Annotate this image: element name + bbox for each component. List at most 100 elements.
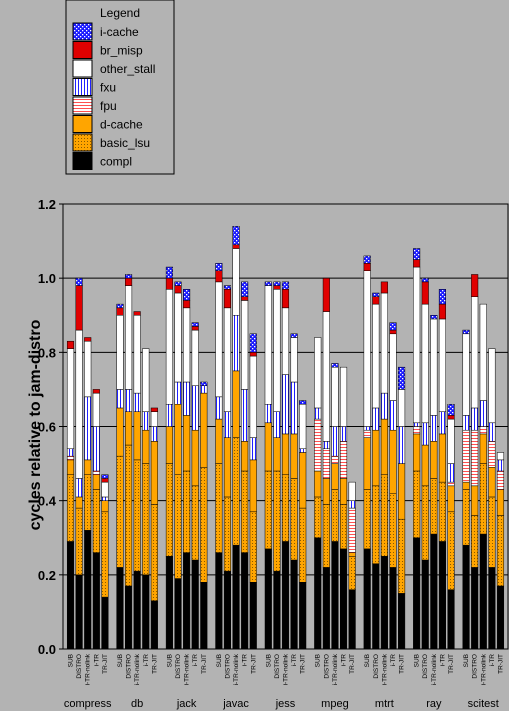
bar-segment-compl <box>133 570 141 650</box>
x-config-label: DISTRO <box>274 654 281 679</box>
bar-segment-fxu <box>339 426 348 442</box>
bar-segment-i-cache <box>372 292 380 297</box>
bar-segment-basic_lsu <box>66 474 75 542</box>
x-config-label: SUB <box>364 654 371 667</box>
bar-segment-basic_lsu <box>273 470 281 572</box>
bar-segment-other_stall <box>281 307 290 375</box>
x-config-label: i-TR <box>242 654 249 667</box>
x-config-label: DISTRO <box>373 654 380 679</box>
bar-segment-d-cache <box>215 418 223 464</box>
bar-segment-basic_lsu <box>348 556 356 590</box>
x-config-label: DISTRO <box>175 654 182 679</box>
bar-segment-compl <box>496 585 505 650</box>
bar-segment-d-cache <box>241 441 249 472</box>
y-tick-label: 0.2 <box>38 568 56 583</box>
bar-segment-basic_lsu <box>389 493 397 568</box>
bar-segment-basic_lsu <box>191 485 199 561</box>
bar-segment-basic_lsu <box>75 507 83 576</box>
bar-segment-compl <box>299 582 307 650</box>
bar-segment-basic_lsu <box>413 470 421 538</box>
bar-segment-other_stall <box>142 348 150 412</box>
bar-segment-compl <box>479 533 487 650</box>
bar-segment-compl <box>174 578 182 650</box>
bar-segment-d-cache <box>264 422 272 472</box>
bar-segment-compl <box>372 563 380 650</box>
bar-segment-basic_lsu <box>398 518 406 594</box>
bar-segment-other_stall <box>488 348 496 424</box>
bar-segment-fxu <box>264 404 272 424</box>
x-config-label: DISTRO <box>323 654 330 679</box>
bar-segment-other_stall <box>462 333 470 416</box>
bar-segment-basic_lsu <box>264 470 272 550</box>
bar-segment-fxu <box>372 407 380 431</box>
bar-segment-basic_lsu <box>232 437 240 546</box>
legend-label: basic_lsu <box>100 136 150 150</box>
x-config-label: i-TR-nolink <box>184 653 191 685</box>
bar-segment-d-cache <box>133 411 141 461</box>
bar-segment-fxu <box>314 407 322 420</box>
bar-segment-other_stall <box>339 366 348 427</box>
bar-segment-i-cache <box>290 333 298 338</box>
bar-segment-basic_lsu <box>116 455 124 568</box>
bar-segment-compl <box>249 582 257 650</box>
bar-segment-fxu <box>223 411 232 438</box>
bar-segment-br_misp <box>75 285 83 331</box>
bar-segment-d-cache <box>363 437 371 490</box>
bar-segment-other_stall <box>331 366 339 427</box>
bar-segment-fxu <box>191 385 199 431</box>
x-config-label: TR-JIT <box>349 654 356 674</box>
x-config-label: i-TR-nolink <box>85 653 92 685</box>
x-config-label: SUB <box>265 654 272 667</box>
x-config-label: SUB <box>216 654 223 667</box>
legend-label: fpu <box>100 99 117 113</box>
x-config-label: SUB <box>166 654 173 667</box>
bar-segment-d-cache <box>471 485 479 516</box>
bar-segment-compl <box>232 544 240 650</box>
bar-segment-br_misp <box>165 277 173 290</box>
bar-segment-fxu <box>142 411 150 431</box>
bar-segment-compl <box>183 552 191 650</box>
bar-segment-basic_lsu <box>331 489 339 542</box>
bar-segment-basic_lsu <box>421 485 429 561</box>
bar-segment-fxu <box>165 404 173 427</box>
bar-segment-i-cache <box>273 281 281 286</box>
bar-segment-i-cache <box>389 322 397 331</box>
bar-segment-i-cache <box>241 281 249 297</box>
bar-segment-compl <box>66 541 75 650</box>
bar-segment-br_misp <box>273 285 281 290</box>
bar-segment-fpu <box>471 429 479 487</box>
bar-segment-fxu <box>125 389 133 412</box>
bar-segment-compl <box>101 596 109 650</box>
bar-segment-basic_lsu <box>471 515 479 568</box>
bar-segment-other_stall <box>215 281 223 398</box>
bar-segment-d-cache <box>398 463 406 520</box>
x-config-label: DISTRO <box>76 654 83 679</box>
x-config-label: SUB <box>414 654 421 667</box>
bar-segment-basic_lsu <box>215 463 223 553</box>
bar-segment-fxu <box>66 448 75 457</box>
bar-segment-fxu <box>232 315 240 372</box>
bar-segment-other_stall <box>299 404 307 449</box>
bar-segment-i-cache <box>215 263 223 272</box>
bar-segment-br_misp <box>447 415 455 420</box>
x-group-label: javac <box>222 698 249 710</box>
bar-segment-basic_lsu <box>92 489 100 553</box>
bar-segment-basic_lsu <box>339 504 348 550</box>
bar-segment-other_stall <box>125 285 133 390</box>
bar-segment-compl <box>447 589 455 650</box>
bar-segment-compl <box>398 593 406 650</box>
x-group-label: db <box>131 698 143 710</box>
y-tick-label: 0.6 <box>38 420 56 435</box>
bar-segment-basic_lsu <box>183 470 191 553</box>
bar-segment-basic_lsu <box>380 474 388 557</box>
bar-segment-fxu <box>249 437 257 461</box>
bar-segment-i-cache <box>116 303 124 309</box>
bar-segment-fxu <box>430 415 438 442</box>
bar-segment-fxu <box>150 426 158 442</box>
x-config-label: TR-JIT <box>300 654 307 674</box>
bar-segment-fxu <box>322 441 330 450</box>
bar-segment-d-cache <box>290 433 298 479</box>
bar-segment-basic_lsu <box>84 474 92 531</box>
bar-segment-i-cache <box>363 255 371 264</box>
